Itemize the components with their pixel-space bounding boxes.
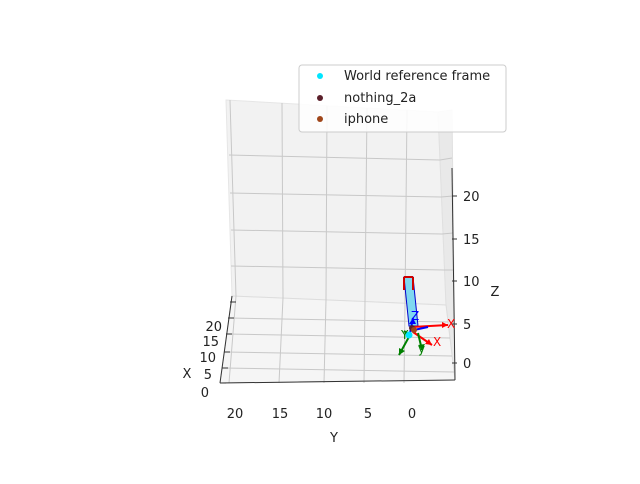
z-axis-ticks: 0 5 10 15 20 — [463, 190, 480, 372]
legend-marker-nothing — [317, 95, 323, 101]
device-panel — [403, 276, 419, 327]
legend-marker-world — [317, 73, 323, 79]
z-tick: 15 — [463, 233, 480, 248]
x-axis-ticks: 0 5 10 15 20 — [199, 320, 222, 401]
y-tick: 5 — [364, 407, 372, 422]
x-axis-label: X — [183, 367, 192, 382]
y-tick: 0 — [408, 407, 416, 422]
x-tick: 5 — [204, 368, 212, 383]
legend-box — [298, 64, 507, 133]
frame-label-x1: X — [447, 317, 455, 331]
back-grid-horizontal — [228, 154, 445, 271]
back-grid-vertical — [229, 99, 408, 304]
z-axis-label: Z — [491, 285, 500, 300]
z-tick: 0 — [463, 357, 471, 372]
x-axis-tickmarks — [220, 301, 236, 384]
legend-label-nothing: nothing_2a — [344, 91, 416, 106]
frame-axis-labels: Z X X Y y — [400, 309, 455, 356]
floor-grid — [222, 295, 455, 384]
x-tick: 10 — [199, 351, 216, 366]
frame-label-y2: y — [418, 342, 425, 356]
y-tick: 20 — [227, 407, 244, 422]
legend-marker-iphone — [317, 116, 323, 122]
x-tick: 20 — [205, 320, 222, 335]
frame-label-x2: X — [433, 335, 441, 349]
point-iphone — [411, 327, 417, 333]
legend-label-world: World reference frame — [344, 69, 490, 84]
side-grid — [439, 157, 454, 271]
frame-label-z: Z — [411, 309, 419, 323]
y-axis-label: Y — [329, 431, 338, 446]
legend: World reference frame nothing_2a iphone — [298, 64, 507, 133]
z-axis-tickmarks — [452, 195, 457, 364]
x-tick: 0 — [201, 386, 209, 401]
y-tick: 15 — [272, 407, 289, 422]
legend-label-iphone: iphone — [344, 112, 388, 127]
frame-label-y1: Y — [400, 328, 409, 342]
z-tick: 20 — [463, 190, 480, 205]
y-tick: 10 — [316, 407, 333, 422]
z-tick: 10 — [463, 275, 480, 290]
y-axis-ticks: 20 15 10 5 0 — [227, 407, 416, 422]
x-tick: 15 — [202, 335, 219, 350]
z-tick: 5 — [463, 318, 471, 333]
point-world-frame — [405, 331, 413, 339]
